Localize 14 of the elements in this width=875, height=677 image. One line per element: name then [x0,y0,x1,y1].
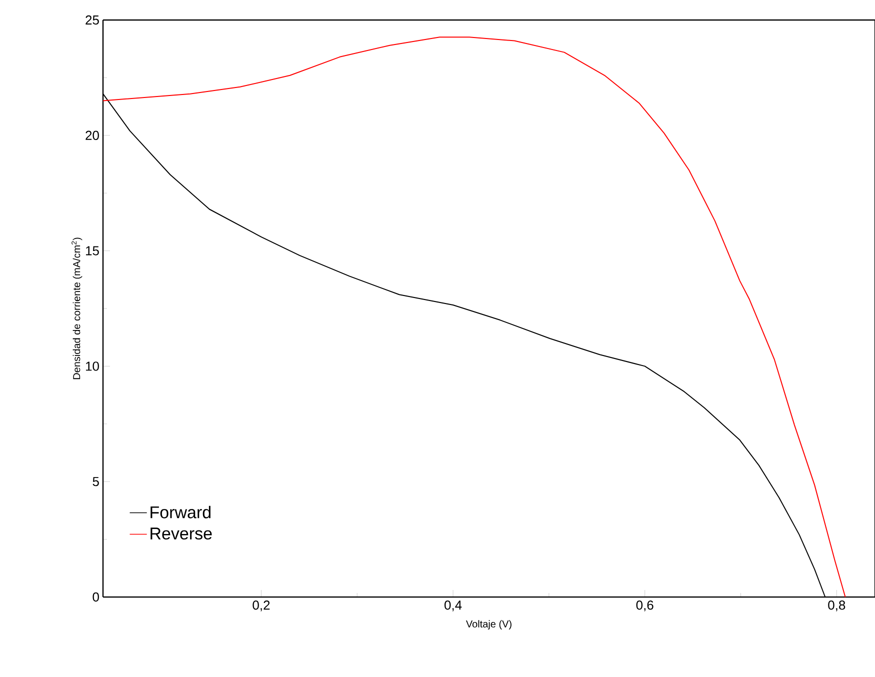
y-axis-title: Densidad de corriente (mA/cm$^{2}$) [72,238,82,380]
x-tick-label: 0,4 [444,600,462,612]
x-tick-label: 0,8 [828,600,846,612]
x-tick-label: 0,2 [252,600,270,612]
y-tick-label: 5 [92,477,99,486]
x-tick-label: 0,6 [636,600,654,612]
y-tick-label: 20 [86,130,99,140]
legend-label: Forward [150,506,210,518]
y-tick-label: 10 [86,362,99,371]
y-tick-label: 25 [86,15,99,25]
y-tick-label: 0 [92,592,99,602]
x-axis-title: Voltaje (V) [466,620,512,630]
legend-label: Reverse [150,528,212,540]
y-tick-label: 15 [86,246,99,256]
